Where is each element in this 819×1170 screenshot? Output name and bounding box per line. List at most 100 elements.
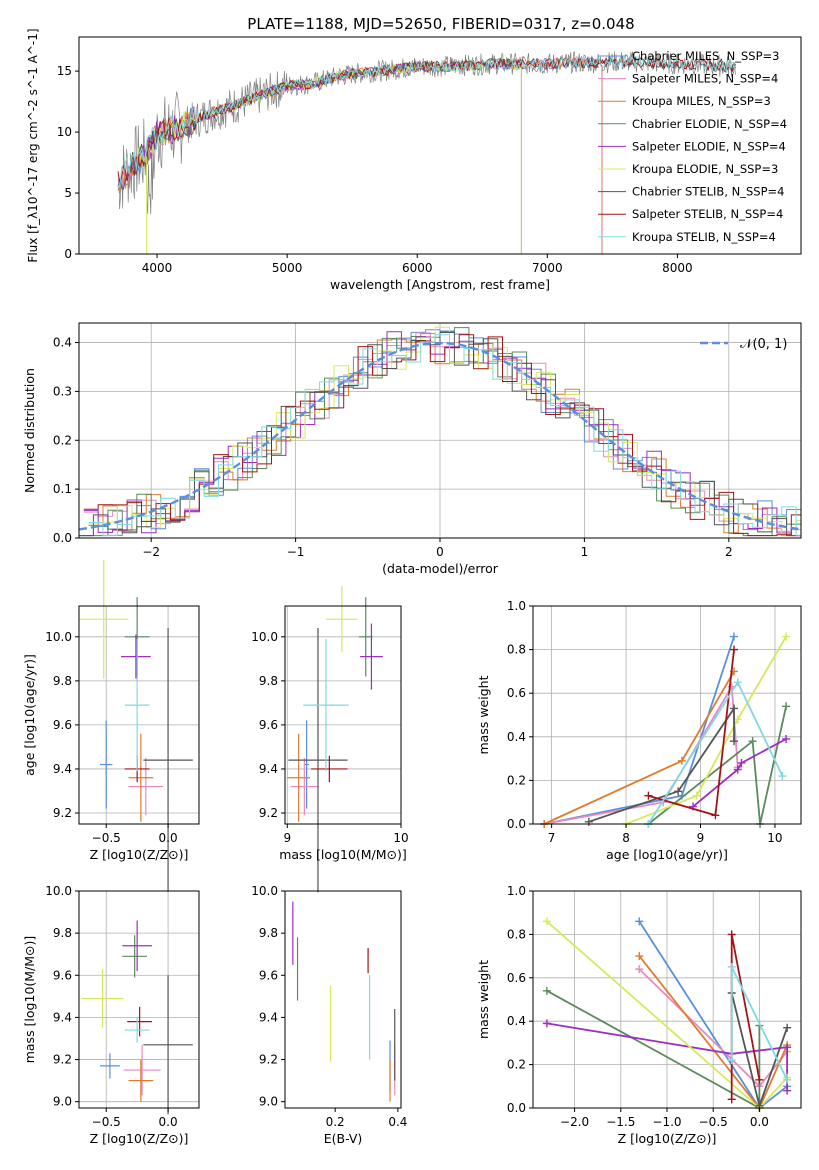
hist-chabrier_stelib: [79, 332, 801, 537]
y-tick-label: 9.6: [53, 718, 72, 732]
y-tick-label: 9.8: [259, 674, 278, 688]
legend-label: Chabrier MILES, N_SSP=3: [632, 49, 779, 63]
plot-area: [81, 920, 193, 1115]
errorbar-kroupa_elodie: [325, 586, 358, 653]
y-tick-label: 9.2: [259, 1053, 278, 1067]
x-tick-label: 6000: [402, 261, 433, 275]
y-tick-label: 9.4: [53, 762, 72, 776]
y-tick-label: 10.0: [45, 884, 72, 898]
y-tick-label: 0.8: [507, 927, 526, 941]
weight-marker: [542, 1019, 551, 1028]
weight-marker: [737, 758, 746, 767]
weight-marker: [542, 917, 551, 926]
y-tick-label: 9.4: [53, 1010, 72, 1024]
x-tick-label: 0.2: [326, 1115, 345, 1129]
weight-marker: [783, 1023, 792, 1032]
errorbar-chabrier_stelib: [288, 628, 348, 893]
weight-marker: [782, 632, 791, 641]
errorbar-salpeter_elodie: [121, 634, 151, 679]
weight-marker: [674, 787, 683, 796]
y-axis-label: mass [log10(M/M⊙)]: [22, 936, 37, 1064]
x-axis-label: mass [log10(M/M⊙)]: [279, 847, 407, 862]
errorbar-kroupa_elodie: [81, 968, 124, 1028]
x-tick-label: −1.5: [606, 1115, 635, 1129]
legend-label: Kroupa MILES, N_SSP=3: [632, 94, 771, 108]
y-axis-label: mass weight: [476, 960, 491, 1039]
x-axis-label: (data-model)/error: [382, 561, 499, 576]
panel-age_vs_mass: 9 10 9.2 9.4 9.6 9.8 10.0 mass [log10(M/M⊙)]: [251, 586, 409, 893]
legend-label: Kroupa STELIB, N_SSP=4: [632, 230, 776, 244]
errorbar-salpeter_miles: [123, 1044, 161, 1096]
x-tick-label: −0.5: [699, 1115, 728, 1129]
weight-marker: [584, 817, 593, 826]
weight-marker: [542, 986, 551, 995]
y-tick-label: 9.0: [259, 1095, 278, 1109]
errorbar-kroupa_stelib: [303, 639, 349, 772]
x-tick-label: −2.0: [560, 1115, 589, 1129]
weight-marker: [783, 1075, 792, 1084]
y-tick-label: 0.6: [507, 686, 526, 700]
weight-marker: [711, 811, 720, 820]
y-tick-label: 9.6: [259, 718, 278, 732]
weight-line-chabrier_stelib: [588, 705, 735, 823]
y-tick-label: 1.0: [507, 599, 526, 613]
legend-label: Salpeter MILES, N_SSP=4: [632, 72, 778, 86]
x-tick-label: 9: [697, 831, 705, 845]
normal-curve: [78, 341, 802, 531]
x-tick-label: 10: [393, 831, 408, 845]
panel-spectrum: 4000 5000 6000 7000 8000 0 5 10 15 wavelength [An…: [26, 28, 802, 292]
x-tick-label: −0.5: [92, 831, 121, 845]
weight-line-chabrier_elodie: [546, 990, 761, 1110]
weight-marker: [730, 645, 738, 654]
y-tick-label: 0.6: [507, 971, 526, 985]
y-tick-label: 9.2: [259, 806, 278, 820]
weight-line-salpeter_elodie: [692, 738, 787, 808]
x-axis-label: Z [log10(Z/Z⊙)]: [90, 1131, 189, 1146]
weight-line-chabrier_elodie: [647, 706, 787, 825]
legend-label: Chabrier ELODIE, N_SSP=4: [632, 117, 787, 131]
y-tick-label: 0.2: [53, 433, 72, 447]
x-tick-label: 10: [767, 831, 782, 845]
x-tick-label: −2: [142, 545, 160, 559]
figure-title: PLATE=1188, MJD=52650, FIBERID=0317, z=0…: [247, 15, 634, 33]
weight-marker: [635, 965, 644, 974]
x-axis-label: age [log10(age/yr)]: [606, 847, 728, 862]
errorbar-kroupa_stelib: [124, 1017, 150, 1043]
errorbar-salpeter_stelib: [311, 755, 348, 783]
y-axis-label: age [log10(age/yr)]: [22, 654, 37, 776]
weight-marker: [733, 715, 742, 724]
weight-marker: [727, 1056, 736, 1065]
y-tick-label: 0.3: [53, 384, 72, 398]
legend: 𝒩(0, 1): [700, 337, 787, 352]
weight-marker: [677, 756, 686, 765]
errorbar-kroupa_elodie: [79, 559, 129, 679]
y-tick-label: 9.6: [53, 968, 72, 982]
errorbar-chabrier_miles: [100, 1053, 120, 1079]
x-tick-label: 8000: [662, 261, 693, 275]
y-axis-label: Flux [f_λ10^-17 erg cm^-2 s^-1 A^-1]: [26, 28, 40, 262]
plot-area: [292, 901, 396, 1102]
panel-mass_vs_ebv: 0.2 0.4 9.0 9.2 9.4 9.6 9.8 10.0 E(B-V): [251, 884, 407, 1146]
legend-label: Salpeter ELODIE, N_SSP=4: [632, 139, 786, 153]
y-tick-label: 0.0: [507, 817, 526, 831]
errorbar-salpeter_elodie: [360, 623, 383, 690]
y-tick-label: 0.2: [507, 1058, 526, 1072]
y-tick-label: 9.2: [53, 806, 72, 820]
weight-marker: [730, 632, 738, 641]
x-tick-label: 0.4: [388, 1115, 407, 1129]
weight-marker: [783, 1043, 792, 1052]
x-tick-label: −1: [287, 545, 305, 559]
y-axis-label: Normed distribution: [22, 368, 37, 493]
y-tick-label: 5: [64, 186, 72, 200]
y-tick-label: 1.0: [507, 884, 526, 898]
legend: Chabrier MILES, N_SSP=3 Salpeter MILES, N…: [598, 49, 787, 244]
x-axis-label: Z [log10(Z/Z⊙)]: [90, 847, 189, 862]
x-tick-label: −1.0: [652, 1115, 681, 1129]
weight-marker: [755, 1075, 764, 1084]
axes-frame: [78, 36, 802, 255]
spectrum-model-salpeter_stelib: [117, 55, 736, 183]
x-tick-label: 4000: [142, 261, 173, 275]
y-tick-label: 15: [57, 64, 72, 78]
weight-line-salpeter_elodie: [546, 1022, 788, 1091]
